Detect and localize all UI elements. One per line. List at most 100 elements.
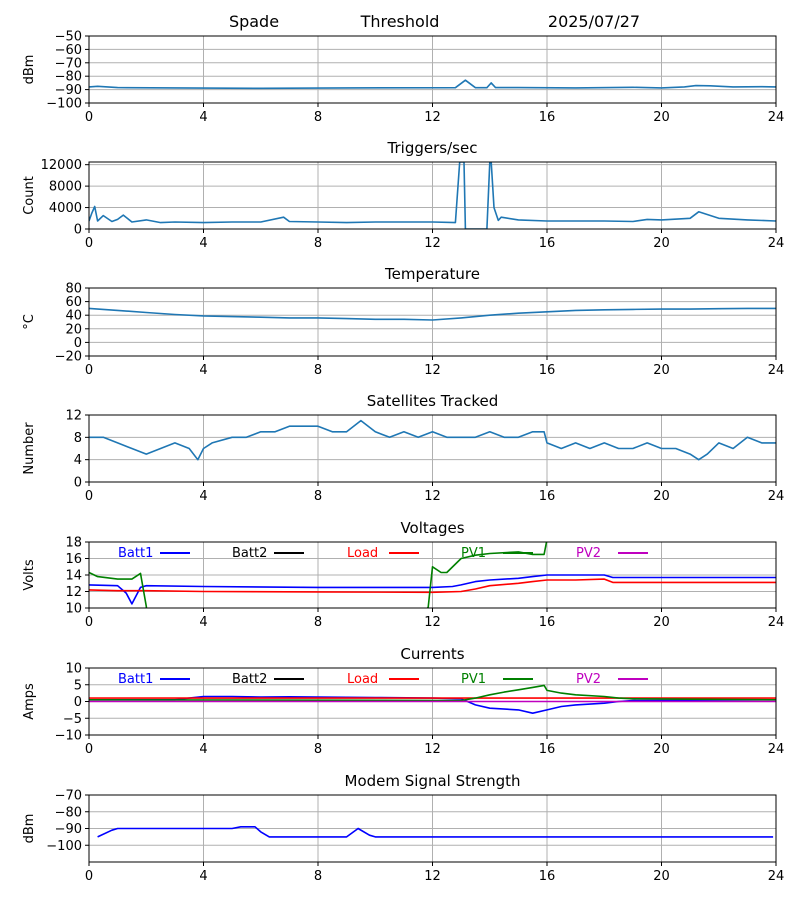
series-line-load xyxy=(89,578,776,594)
x-tick-label: 16 xyxy=(539,615,556,630)
y-tick-label: 14 xyxy=(65,569,82,584)
y-tick-label: 8000 xyxy=(49,180,82,195)
x-tick-label: 0 xyxy=(85,363,93,378)
y-axis-label: Volts xyxy=(22,559,37,591)
y-tick-label: −10 xyxy=(55,729,82,744)
series-line-data xyxy=(89,419,776,461)
y-tick-label: −50 xyxy=(55,30,82,45)
y-tick-label: −100 xyxy=(46,839,82,854)
x-tick-label: 20 xyxy=(653,110,670,125)
x-tick-label: 24 xyxy=(768,110,785,125)
y-tick-label: 80 xyxy=(65,282,82,297)
y-axis-label: °C xyxy=(22,314,37,330)
x-tick-label: 24 xyxy=(768,489,785,504)
y-tick-label: 0 xyxy=(74,476,82,491)
y-tick-label: 4000 xyxy=(49,201,82,216)
x-tick-label: 24 xyxy=(768,615,785,630)
chart-panel-1: 0 4 8 12 16 20 24 −100−90−80−70−60−50 dBm xyxy=(22,30,784,126)
y-tick-label: 8 xyxy=(74,431,82,446)
y-tick-label: 4 xyxy=(74,453,82,468)
y-tick-label: 0 xyxy=(74,223,82,238)
x-tick-label: 8 xyxy=(314,489,322,504)
series-line-data xyxy=(89,79,776,90)
x-tick-label: 0 xyxy=(85,110,93,125)
x-tick-label: 16 xyxy=(539,869,556,884)
legend-label-pv1: PV1 xyxy=(461,546,486,561)
y-axis-label: Number xyxy=(22,422,37,475)
chart-title: Voltages xyxy=(400,519,464,537)
x-tick-label: 4 xyxy=(199,110,207,125)
x-tick-label: 24 xyxy=(768,869,785,884)
x-tick-label: 16 xyxy=(539,742,556,757)
x-tick-label: 0 xyxy=(85,615,93,630)
x-tick-label: 12 xyxy=(424,363,441,378)
series-line-data xyxy=(97,825,774,838)
x-tick-label: 0 xyxy=(85,489,93,504)
legend-label-pv1: PV1 xyxy=(461,672,486,687)
x-tick-label: 8 xyxy=(314,869,322,884)
chart-title: Temperature xyxy=(384,265,480,283)
y-tick-label: 12 xyxy=(65,585,82,600)
y-tick-label: 40 xyxy=(65,309,82,324)
y-tick-label: 12000 xyxy=(41,158,82,173)
chart-title: Satellites Tracked xyxy=(367,392,498,410)
x-tick-label: 8 xyxy=(314,363,322,378)
x-tick-label: 12 xyxy=(424,869,441,884)
y-tick-label: −90 xyxy=(55,822,82,837)
y-tick-label: −90 xyxy=(55,83,82,98)
y-tick-label: −100 xyxy=(46,97,82,112)
x-tick-label: 0 xyxy=(85,236,93,251)
legend-label-batt2: Batt2 xyxy=(232,672,267,687)
y-tick-label: −5 xyxy=(63,712,82,727)
x-tick-label: 4 xyxy=(199,236,207,251)
x-tick-label: 24 xyxy=(768,742,785,757)
chart-title: Modem Signal Strength xyxy=(345,772,521,790)
x-tick-label: 8 xyxy=(314,110,322,125)
legend-label-load: Load xyxy=(347,672,378,687)
chart-title: Currents xyxy=(400,645,464,663)
legend-label-batt1: Batt1 xyxy=(118,672,153,687)
y-tick-label: −20 xyxy=(55,350,82,365)
series-line-pv1 xyxy=(89,684,776,702)
x-tick-label: 4 xyxy=(199,489,207,504)
x-tick-label: 8 xyxy=(314,742,322,757)
y-tick-label: −80 xyxy=(55,805,82,820)
x-tick-label: 12 xyxy=(424,615,441,630)
x-tick-label: 16 xyxy=(539,110,556,125)
y-tick-label: 0 xyxy=(74,336,82,351)
y-axis-label: dBm xyxy=(22,814,37,844)
header-date: 2025/07/27 xyxy=(548,12,640,31)
y-tick-label: −60 xyxy=(55,43,82,58)
x-tick-label: 20 xyxy=(653,489,670,504)
x-tick-label: 4 xyxy=(199,615,207,630)
x-tick-label: 24 xyxy=(768,236,785,251)
y-tick-label: 20 xyxy=(65,322,82,337)
x-tick-label: 4 xyxy=(199,869,207,884)
legend-label-pv2: PV2 xyxy=(576,672,601,687)
y-tick-label: 16 xyxy=(65,552,82,567)
chart-title: Triggers/sec xyxy=(387,139,478,157)
y-tick-label: 60 xyxy=(65,295,82,310)
x-tick-label: 12 xyxy=(424,110,441,125)
x-tick-label: 4 xyxy=(199,363,207,378)
y-tick-label: 18 xyxy=(65,536,82,551)
x-tick-label: 16 xyxy=(539,363,556,378)
series-line-data xyxy=(89,307,776,321)
y-axis-label: Count xyxy=(22,176,37,215)
series-line-data xyxy=(89,162,776,229)
y-axis-label: Amps xyxy=(22,683,37,720)
x-tick-label: 20 xyxy=(653,615,670,630)
y-tick-label: −80 xyxy=(55,70,82,85)
y-tick-label: 10 xyxy=(65,602,82,617)
chart-panel-4: 0 4 8 12 16 20 24 0 4 8 12 Satellites Tracked Number xyxy=(22,392,784,504)
y-tick-label: 10 xyxy=(65,662,82,677)
y-tick-label: 0 xyxy=(74,695,82,710)
y-tick-label: −70 xyxy=(55,789,82,804)
x-tick-label: 0 xyxy=(85,869,93,884)
chart-panel-7: 0 4 8 12 16 20 24 −100 −90 −80−70 Modem Signal Str… xyxy=(22,772,784,884)
header-station: Spade xyxy=(229,12,279,31)
